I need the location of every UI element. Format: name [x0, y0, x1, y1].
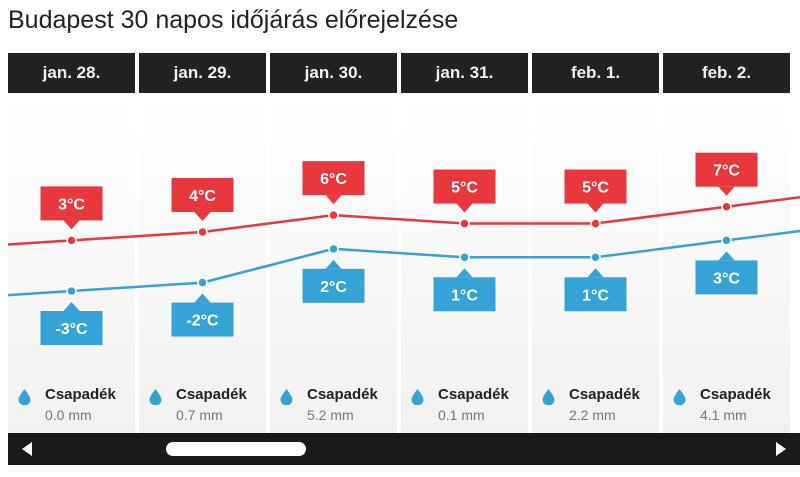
day-column [532, 93, 659, 433]
precipitation-cell: Csapadék 0.1 mm [401, 383, 528, 433]
max-temp-label: 4°C [189, 188, 216, 205]
precipitation-cell: Csapadék 4.1 mm [663, 383, 790, 433]
temp-label-pointer [325, 195, 342, 205]
precipitation-cell: Csapadék 0.0 mm [8, 383, 135, 433]
precipitation-label: Csapadék [569, 386, 640, 403]
max-temp-label: 3°C [58, 196, 85, 213]
water-drop-icon [673, 389, 686, 405]
min-temp-label: 1°C [582, 287, 609, 304]
max-temp-label: 6°C [320, 171, 347, 188]
temperature-chart: 3°C 4°C 6°C 5°C 5°C 7°C -3°C -2°C 2°C 1°C 1°C 3°C [8, 152, 800, 345]
precipitation-value: 5.2 mm [307, 407, 354, 423]
arrow-left-icon[interactable] [12, 433, 42, 465]
water-drop-icon [542, 389, 555, 405]
temp-point [328, 243, 339, 255]
precipitation-cell: Csapadék 0.7 mm [139, 383, 266, 433]
precipitation-value: 2.2 mm [569, 407, 616, 423]
water-drop-icon [149, 389, 162, 405]
day-column [139, 93, 266, 433]
day-header: feb. 1. [532, 53, 659, 93]
temp-point [721, 235, 732, 246]
max-temp-line [8, 195, 800, 246]
max-temp-label: 5°C [451, 180, 478, 197]
max-temp-label: 7°C [713, 163, 740, 180]
temp-label-box [40, 310, 103, 345]
temp-point [197, 226, 208, 238]
precipitation-value: 0.7 mm [176, 407, 223, 423]
temp-label-pointer [325, 259, 342, 269]
min-temp-label: -2°C [186, 313, 219, 330]
temp-label-box [695, 260, 758, 295]
temp-label-pointer [194, 211, 211, 221]
precipitation-cell: Csapadék 2.2 mm [532, 383, 659, 433]
temp-point [328, 209, 339, 221]
day-column [401, 93, 528, 433]
temp-label-box [433, 169, 496, 204]
temp-label-pointer [718, 186, 735, 196]
precipitation-value: 0.1 mm [438, 407, 485, 423]
arrow-right-icon[interactable] [766, 433, 796, 465]
temp-point [590, 218, 601, 229]
water-drop-icon [280, 389, 293, 405]
forecast-widget: jan. 28. jan. 29. jan. 30. jan. 31. feb. 1. f… [8, 53, 800, 465]
temp-point [197, 277, 208, 288]
temp-label-box [40, 186, 103, 221]
day-column [8, 93, 135, 433]
temp-point [590, 252, 601, 263]
precipitation-label: Csapadék [700, 386, 771, 403]
precipitation-label: Csapadék [438, 386, 509, 403]
min-temp-label: 2°C [320, 279, 347, 296]
temp-label-pointer [63, 301, 80, 311]
temp-label-pointer [456, 268, 473, 278]
min-temp-label: -3°C [55, 321, 88, 338]
page-title: Budapest 30 napos időjárás előrejelzése [8, 6, 459, 34]
temp-label-pointer [718, 251, 735, 261]
day-header: jan. 29. [139, 53, 266, 93]
temp-point [66, 235, 77, 246]
temp-label-pointer [587, 268, 604, 278]
temp-label-box [564, 277, 627, 312]
temp-label-box [302, 268, 365, 303]
water-drop-icon [18, 389, 31, 405]
temp-label-box [695, 152, 758, 187]
temp-label-box [433, 277, 496, 312]
precipitation-value: 0.0 mm [45, 407, 92, 423]
temp-label-box [302, 161, 365, 196]
temp-point [459, 218, 470, 229]
precipitation-label: Csapadék [45, 386, 116, 403]
day-header: jan. 28. [8, 53, 135, 93]
temp-label-pointer [63, 220, 80, 230]
horizontal-scrollbar[interactable] [8, 433, 800, 465]
temp-label-box [171, 302, 234, 337]
temp-label-pointer [587, 203, 604, 213]
temp-label-box [171, 177, 234, 212]
temp-point [66, 285, 77, 297]
temp-label-pointer [456, 203, 473, 213]
day-header: jan. 31. [401, 53, 528, 93]
max-temp-label: 5°C [582, 180, 609, 197]
temp-label-pointer [194, 293, 211, 303]
precipitation-label: Csapadék [176, 386, 247, 403]
temp-point [459, 252, 470, 263]
min-temp-label: 3°C [713, 270, 740, 287]
day-header: jan. 30. [270, 53, 397, 93]
water-drop-icon [411, 389, 424, 405]
precipitation-value: 4.1 mm [700, 407, 747, 423]
min-temp-label: 1°C [451, 287, 478, 304]
day-header: feb. 2. [663, 53, 790, 93]
days-header: jan. 28. jan. 29. jan. 30. jan. 31. feb. 1. f… [8, 53, 800, 93]
min-temp-line [8, 229, 800, 297]
precipitation-cell: Csapadék 5.2 mm [270, 383, 397, 433]
temp-label-box [564, 169, 627, 204]
precipitation-label: Csapadék [307, 386, 378, 403]
scrollbar-thumb[interactable] [166, 442, 306, 456]
temp-point [721, 201, 732, 212]
